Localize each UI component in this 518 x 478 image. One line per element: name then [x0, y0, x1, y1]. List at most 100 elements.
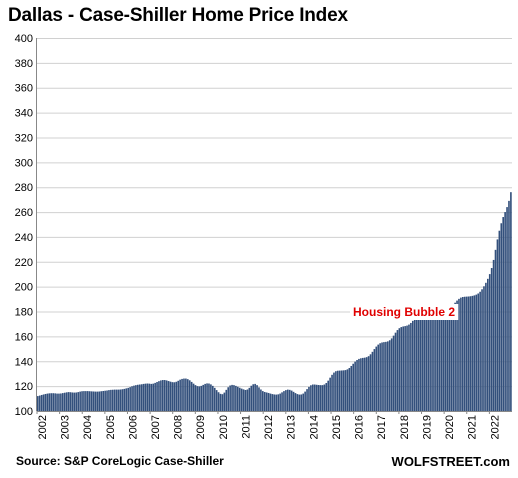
bar [163, 380, 166, 411]
bar-series [37, 192, 512, 411]
bar [252, 384, 255, 411]
bar [465, 296, 468, 411]
bar [354, 361, 356, 411]
bar [456, 300, 458, 411]
bar [288, 389, 291, 411]
bar [329, 377, 331, 411]
chart-title: Dallas - Case-Shiller Home Price Index [8, 5, 348, 26]
x-tick-label: 2004 [82, 415, 94, 439]
bar [413, 318, 416, 411]
bar [437, 312, 439, 411]
bar [500, 223, 503, 411]
bar [212, 385, 214, 411]
bar [46, 393, 49, 411]
bar [112, 389, 114, 411]
y-tick-label: 240 [15, 232, 33, 244]
bar [215, 390, 218, 411]
annotation-background [350, 304, 459, 320]
bar [408, 324, 410, 411]
bar [479, 291, 481, 411]
bar [102, 390, 105, 411]
bar [358, 358, 360, 411]
y-tick-label: 100 [15, 406, 33, 418]
bar [462, 296, 464, 411]
bar [119, 389, 122, 411]
y-tick-label: 200 [15, 282, 33, 294]
x-tick-label: 2014 [308, 415, 320, 439]
bar [150, 383, 153, 411]
bar [427, 315, 430, 411]
bar [183, 378, 185, 411]
bar [73, 392, 76, 411]
bar [87, 391, 89, 411]
bar [217, 392, 220, 411]
bar [94, 391, 97, 411]
bar [229, 385, 231, 411]
annotation-housing-bubble: Housing Bubble 2 [353, 305, 455, 319]
bar [488, 274, 491, 411]
bar [244, 389, 247, 411]
y-tick-label: 340 [15, 108, 33, 120]
bar [481, 289, 483, 411]
bar [246, 389, 249, 411]
bar [283, 391, 285, 411]
bar [42, 394, 45, 411]
bar [348, 367, 351, 411]
bar [242, 389, 245, 411]
bar [487, 278, 489, 411]
bar [463, 296, 466, 411]
bar [88, 391, 91, 411]
bar [146, 383, 149, 411]
bar [308, 386, 310, 411]
bar [160, 380, 162, 411]
bar [206, 383, 208, 411]
bar [277, 394, 280, 411]
bar [360, 358, 362, 411]
bar [125, 388, 128, 411]
bar [100, 391, 103, 411]
bar [469, 296, 472, 411]
bar [58, 393, 60, 411]
bar [235, 385, 237, 411]
gridlines [37, 38, 512, 388]
bar [379, 343, 381, 411]
bar [187, 379, 189, 411]
bar [171, 382, 174, 411]
bar [454, 302, 456, 411]
x-tick-label: 2021 [467, 415, 479, 439]
bar [477, 293, 480, 411]
y-tick-label: 380 [15, 58, 33, 70]
bar [367, 356, 370, 411]
bar [298, 394, 301, 411]
bar [267, 392, 270, 411]
bar [296, 394, 299, 411]
bar [371, 351, 374, 411]
bar [494, 249, 497, 411]
bar [435, 313, 437, 411]
bar [444, 308, 447, 411]
bar [162, 380, 164, 411]
bar [502, 217, 505, 411]
bar [175, 381, 178, 411]
bar [115, 389, 118, 411]
bar [223, 392, 226, 411]
bar [144, 383, 147, 411]
bar [337, 370, 339, 411]
bar [213, 387, 216, 411]
bar [79, 391, 81, 411]
bar [400, 327, 403, 411]
bar [431, 314, 433, 411]
bar [71, 392, 74, 411]
bar [352, 363, 355, 411]
bar [485, 282, 487, 411]
x-tick-label: 2012 [263, 415, 275, 439]
bar [325, 383, 328, 411]
bar [281, 392, 283, 411]
bar [363, 357, 366, 411]
bar [271, 394, 274, 411]
bar [404, 326, 406, 411]
brand-wolfstreet: WOLFSTREET.com [391, 454, 510, 469]
bar [60, 393, 62, 411]
bar [492, 259, 495, 411]
bar [471, 295, 474, 411]
